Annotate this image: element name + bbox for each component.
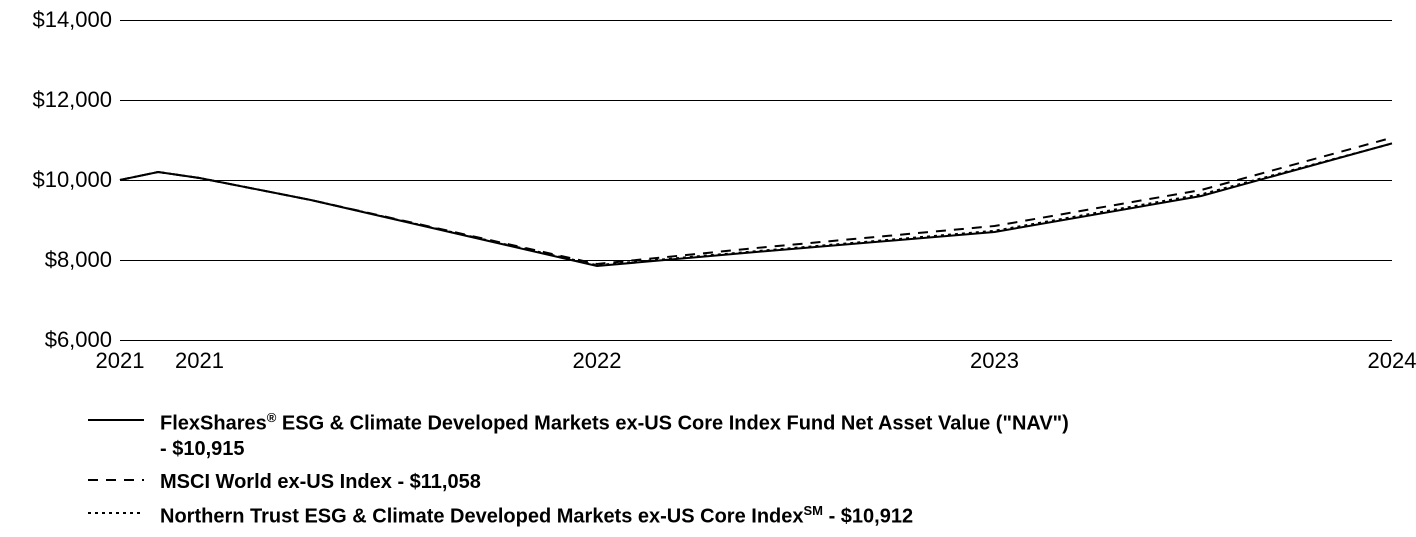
y-tick-label: $14,000 (32, 7, 120, 33)
y-tick-label: $12,000 (32, 87, 120, 113)
gridline (120, 180, 1392, 181)
legend-label: FlexShares® ESG & Climate Developed Mark… (160, 410, 1069, 462)
x-tick-label: 2021 (96, 340, 145, 374)
x-tick-label: 2023 (970, 340, 1019, 374)
series-nt-index (120, 144, 1392, 266)
gridline (120, 100, 1392, 101)
plot-area: $6,000$8,000$10,000$12,000$14,0002021202… (120, 20, 1392, 340)
legend-label: MSCI World ex-US Index - $11,058 (160, 470, 481, 495)
legend-item-msci: MSCI World ex-US Index - $11,058 (88, 470, 1069, 495)
gridline (120, 260, 1392, 261)
x-tick-label: 2024 (1368, 340, 1416, 374)
gridline (120, 340, 1392, 341)
series-nav (120, 143, 1392, 266)
legend-swatch (88, 503, 144, 523)
chart-legend: FlexShares® ESG & Climate Developed Mark… (88, 410, 1069, 537)
gridline (120, 20, 1392, 21)
legend-item-nav: FlexShares® ESG & Climate Developed Mark… (88, 410, 1069, 462)
x-tick-label: 2021 (175, 340, 224, 374)
x-tick-label: 2022 (573, 340, 622, 374)
legend-swatch (88, 410, 144, 430)
y-tick-label: $8,000 (45, 247, 120, 273)
y-tick-label: $10,000 (32, 167, 120, 193)
growth-chart: $6,000$8,000$10,000$12,000$14,0002021202… (0, 0, 1416, 516)
legend-swatch (88, 470, 144, 490)
